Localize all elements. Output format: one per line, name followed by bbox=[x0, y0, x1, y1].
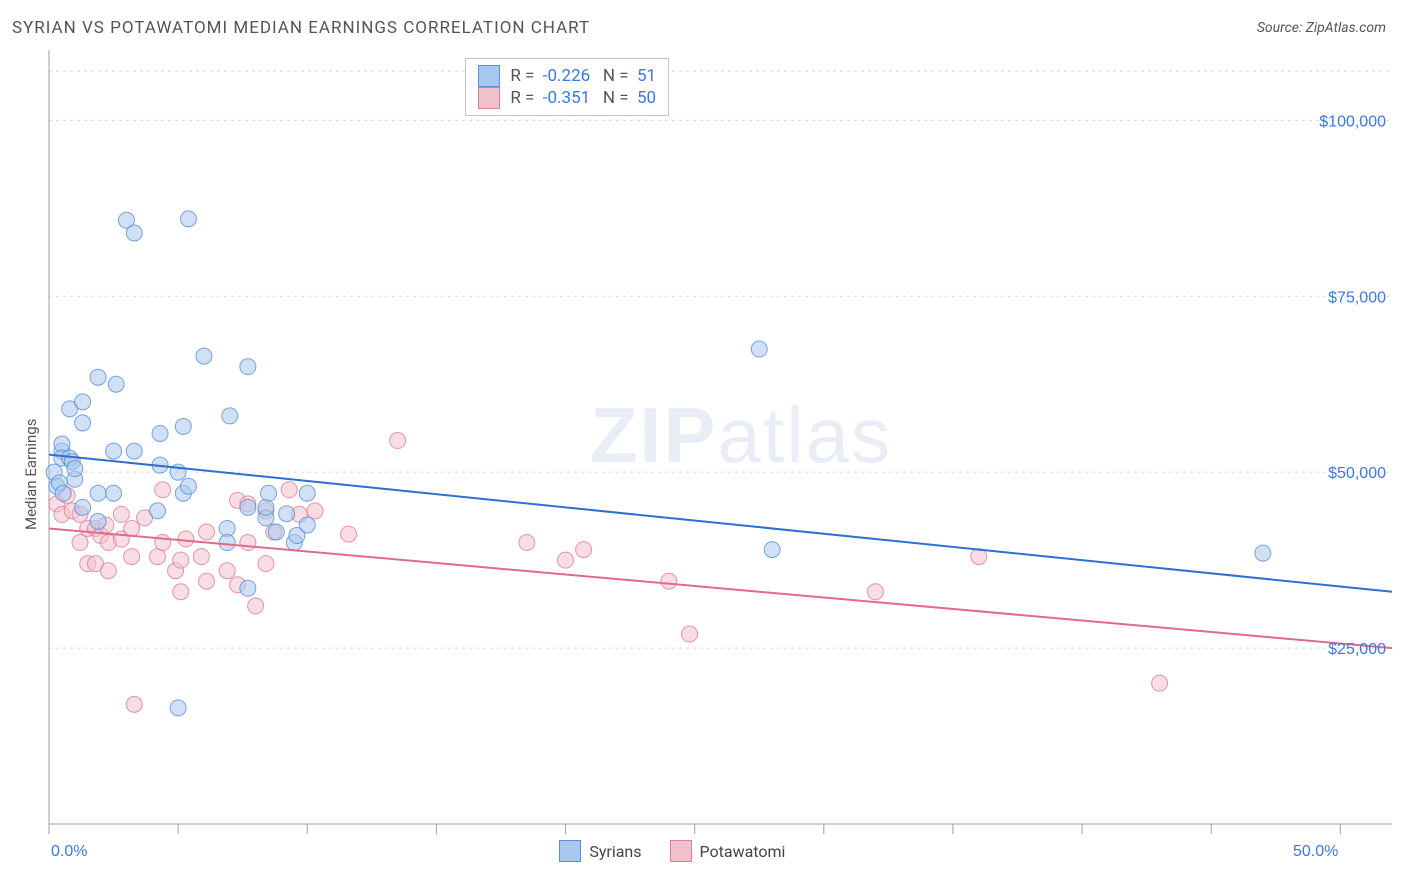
legend-stats: R = -0.226 N = 51R = -0.351 N = 50 bbox=[465, 58, 669, 116]
legend-label: Potawatomi bbox=[700, 842, 786, 861]
chart-container: SYRIAN VS POTAWATOMI MEDIAN EARNINGS COR… bbox=[0, 0, 1406, 892]
svg-text:$25,000: $25,000 bbox=[1328, 641, 1386, 658]
svg-text:$50,000: $50,000 bbox=[1328, 465, 1386, 482]
svg-text:$100,000: $100,000 bbox=[1319, 113, 1386, 130]
watermark-bold: ZIP bbox=[590, 391, 717, 479]
legend-swatch bbox=[559, 840, 581, 862]
legend-item-syrians: Syrians bbox=[559, 840, 641, 862]
legend-label: Syrians bbox=[589, 842, 641, 861]
legend-stat-row-syrians: R = -0.226 N = 51 bbox=[478, 65, 656, 87]
watermark: ZIPatlas bbox=[590, 390, 892, 481]
svg-text:$75,000: $75,000 bbox=[1328, 289, 1386, 306]
svg-text:50.0%: 50.0% bbox=[1293, 843, 1338, 860]
legend-swatch-syrians bbox=[478, 65, 500, 87]
legend-item-potawatomi: Potawatomi bbox=[670, 840, 786, 862]
svg-text:0.0%: 0.0% bbox=[51, 843, 87, 860]
legend-swatch-potawatomi bbox=[478, 87, 500, 109]
legend-stat-row-potawatomi: R = -0.351 N = 50 bbox=[478, 87, 656, 109]
legend-swatch bbox=[670, 840, 692, 862]
watermark-rest: atlas bbox=[717, 391, 892, 479]
legend-series: Syrians Potawatomi bbox=[559, 840, 785, 862]
